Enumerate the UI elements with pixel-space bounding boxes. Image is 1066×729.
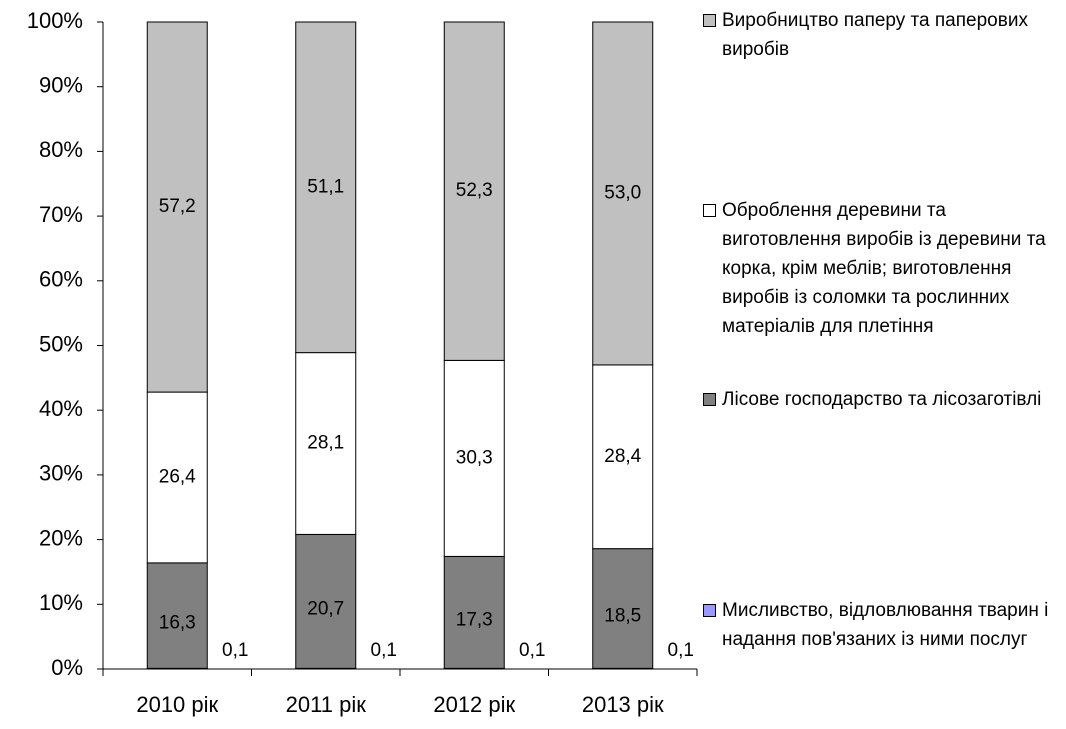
data-label: 20,7	[307, 598, 344, 619]
legend-swatch	[703, 604, 716, 617]
legend-item: Мисливство, відловлювання тварин і надан…	[703, 596, 1053, 654]
x-tick-label: 2011 рік	[286, 692, 367, 717]
legend-swatch	[703, 393, 716, 406]
bar-segment	[146, 21, 208, 393]
legend-label: Виробництво паперу та паперових виробів	[722, 10, 1028, 60]
data-label: 0,1	[371, 640, 397, 661]
data-label: 28,4	[604, 446, 641, 467]
y-tick-label: 70%	[39, 202, 83, 227]
legend-label: Оброблення деревини та виготовлення виро…	[722, 200, 1046, 337]
y-tick-label: 90%	[39, 73, 83, 98]
bar-segment	[592, 548, 654, 669]
data-label: 0,1	[222, 640, 248, 661]
y-tick-label: 50%	[39, 331, 83, 356]
data-label: 51,1	[307, 176, 344, 197]
x-tick-label: 2013 рік	[582, 692, 664, 717]
y-tick-label: 40%	[39, 396, 83, 421]
y-tick-label: 80%	[39, 137, 83, 162]
data-label: 0,1	[668, 640, 694, 661]
legend-item: Виробництво паперу та паперових виробів	[703, 6, 1053, 64]
bar-segment	[295, 352, 357, 535]
data-label: 57,2	[159, 196, 196, 217]
legend-label: Мисливство, відловлювання тварин і надан…	[722, 600, 1049, 650]
bar-segment	[443, 359, 505, 557]
legend-label: Лісове господарство та лісозаготівлі	[722, 389, 1042, 410]
bar-segment	[443, 21, 505, 361]
data-label: 52,3	[456, 180, 493, 201]
bar-segment	[443, 555, 505, 669]
legend-item: Оброблення деревини та виготовлення виро…	[703, 196, 1053, 341]
data-label: 16,3	[159, 613, 196, 634]
data-label: 0,1	[519, 640, 545, 661]
x-tick-label: 2010 рік	[136, 692, 218, 717]
data-label: 53,0	[604, 182, 641, 203]
data-label: 18,5	[604, 606, 641, 627]
data-label: 17,3	[456, 609, 493, 630]
legend-swatch	[703, 204, 716, 217]
y-tick-label: 60%	[39, 267, 83, 292]
bar-segment	[295, 533, 357, 669]
bar-segment	[592, 21, 654, 366]
bar-segment	[592, 364, 654, 550]
y-tick-label: 100%	[27, 8, 83, 33]
y-tick-label: 30%	[39, 461, 83, 486]
bar-segment	[146, 391, 208, 564]
data-label: 28,1	[307, 433, 344, 454]
legend-item: Лісове господарство та лісозаготівлі	[703, 385, 1053, 414]
y-tick-label: 0%	[51, 655, 83, 680]
bar-segment	[295, 21, 357, 354]
y-tick-label: 20%	[39, 525, 83, 550]
data-label: 30,3	[456, 447, 493, 468]
legend-swatch	[703, 14, 716, 27]
data-label: 26,4	[159, 467, 196, 488]
y-tick-label: 10%	[39, 590, 83, 615]
x-tick-label: 2012 рік	[433, 692, 515, 717]
bar-segment	[146, 562, 208, 669]
